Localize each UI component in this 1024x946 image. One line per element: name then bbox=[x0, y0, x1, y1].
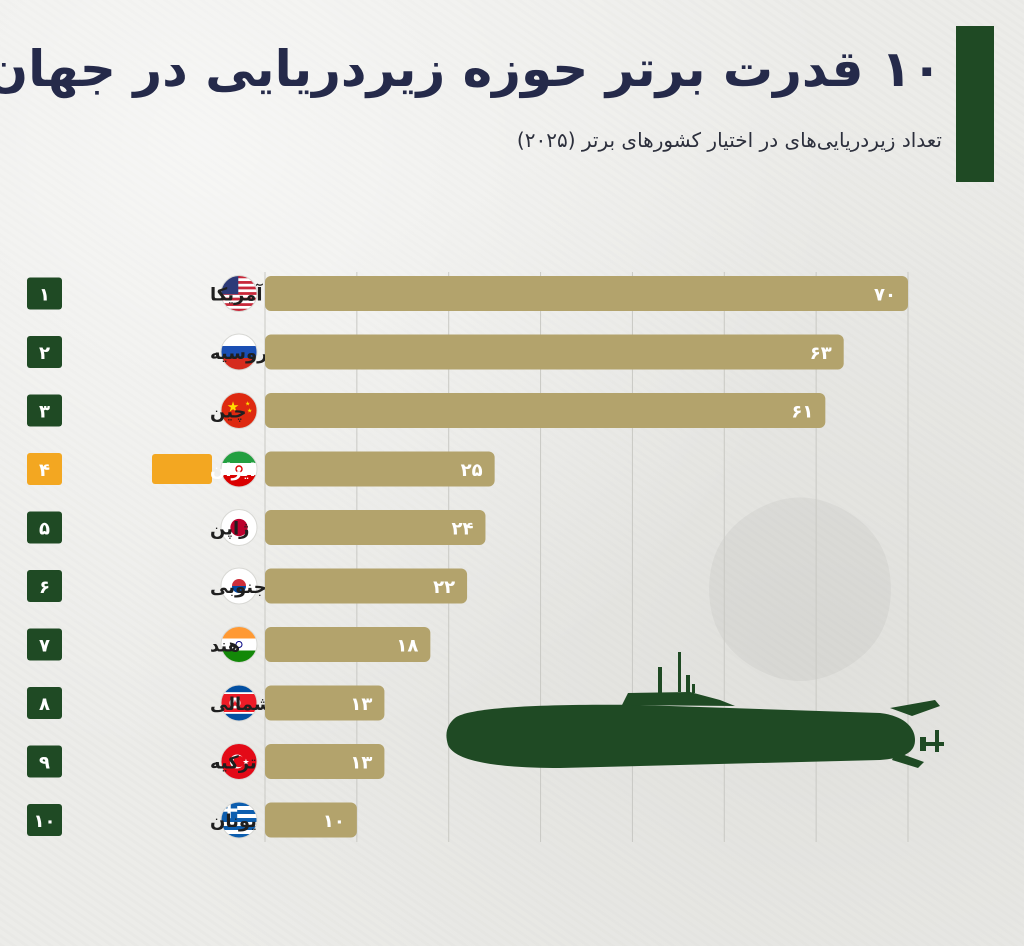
value-label: ۶۱ bbox=[791, 402, 813, 423]
rank-label: ۸ bbox=[39, 694, 50, 715]
china-flag-icon: ★ ★★ bbox=[220, 392, 258, 429]
rank-box bbox=[27, 277, 62, 310]
rank-label: ۳ bbox=[39, 402, 50, 423]
rank-box bbox=[27, 511, 62, 544]
iran-flag-icon bbox=[220, 450, 258, 488]
svg-text:★: ★ bbox=[245, 401, 250, 408]
svg-text:★: ★ bbox=[227, 400, 240, 416]
south-korea-flag-icon bbox=[220, 567, 258, 605]
rank-label: ۲ bbox=[39, 343, 50, 364]
rank-box bbox=[27, 687, 62, 719]
chart-title: ۱۰ قدرت برتر حوزه زیردریایی در جهان bbox=[0, 40, 942, 98]
value-label: ۱۰ bbox=[323, 811, 345, 832]
north-korea-flag-icon: ★ bbox=[220, 684, 258, 722]
category-label: ایران bbox=[210, 460, 256, 481]
value-label: ۲۴ bbox=[451, 519, 473, 540]
rank-box bbox=[27, 804, 62, 836]
bar bbox=[265, 276, 908, 311]
category-label: روسیه bbox=[210, 343, 268, 364]
category-label: ترکیه bbox=[210, 753, 257, 774]
value-label: ۱۸ bbox=[396, 636, 418, 657]
svg-text:★: ★ bbox=[242, 758, 249, 767]
india-flag-icon bbox=[220, 626, 258, 663]
chart-subtitle: تعداد زیردریایی‌های در اختیار کشورهای بر… bbox=[516, 128, 942, 152]
value-label: ۱۳ bbox=[350, 753, 372, 774]
value-label: ۲۵ bbox=[461, 460, 483, 481]
greece-flag-icon bbox=[220, 801, 258, 839]
rank-box bbox=[27, 570, 62, 602]
rank-box bbox=[27, 394, 62, 427]
rank-label: ۱ bbox=[39, 285, 50, 306]
title-accent-bar bbox=[956, 26, 994, 182]
rank-label: ۱۰ bbox=[34, 811, 56, 832]
rank-label: ۵ bbox=[39, 519, 50, 540]
rank-label: ۷ bbox=[39, 636, 50, 657]
submarine-icon bbox=[446, 652, 944, 768]
highlight-label-bg bbox=[152, 454, 212, 484]
category-label: چین bbox=[210, 402, 247, 423]
value-label: ۶۳ bbox=[810, 343, 832, 364]
category-label: هند bbox=[210, 636, 240, 657]
value-label: ۱۳ bbox=[350, 694, 372, 715]
svg-text:★: ★ bbox=[247, 408, 252, 415]
category-label: یونان bbox=[210, 811, 257, 832]
svg-text:★: ★ bbox=[231, 699, 240, 710]
bar bbox=[265, 802, 357, 838]
rank-label: ۹ bbox=[39, 753, 50, 774]
value-label: ۲۲ bbox=[433, 577, 455, 598]
usa-flag-icon bbox=[220, 275, 258, 312]
bar bbox=[265, 451, 495, 487]
category-label: آمریکا bbox=[210, 283, 263, 306]
bar bbox=[265, 568, 468, 604]
rank-box bbox=[27, 628, 62, 661]
rank-box bbox=[27, 745, 62, 778]
rank-label: ۶ bbox=[39, 577, 50, 598]
japan-flag-icon bbox=[220, 509, 258, 546]
value-label: ۷۰ bbox=[874, 285, 896, 306]
bar bbox=[265, 393, 826, 428]
bar bbox=[265, 510, 486, 545]
russia-flag-icon bbox=[220, 333, 258, 371]
category-label: ژاپن bbox=[210, 519, 250, 540]
bar bbox=[265, 685, 385, 721]
watermark: ⬤ bbox=[699, 470, 901, 679]
rank-box bbox=[27, 336, 62, 368]
turkey-flag-icon: ★ bbox=[220, 743, 258, 780]
rank-label: ۴ bbox=[39, 460, 50, 481]
rank-box bbox=[27, 453, 62, 485]
bar bbox=[265, 627, 431, 662]
bar bbox=[265, 334, 844, 370]
bar bbox=[265, 744, 385, 779]
